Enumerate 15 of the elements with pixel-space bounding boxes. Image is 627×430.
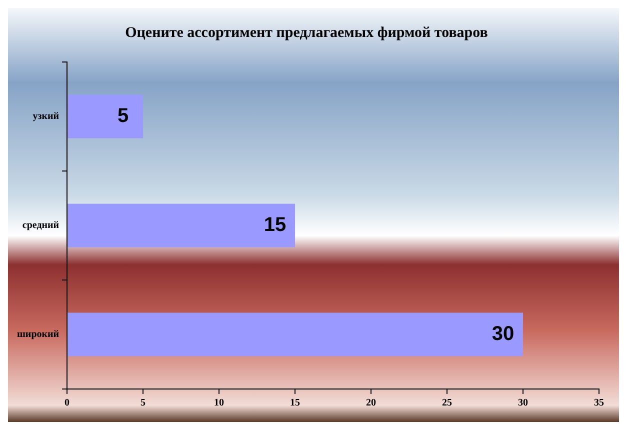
y-tick-label: широкий xyxy=(16,329,60,340)
x-tick-label: 35 xyxy=(594,398,604,409)
x-tick-label: 30 xyxy=(518,398,528,409)
x-tick-label: 25 xyxy=(442,398,452,409)
x-tick-label: 0 xyxy=(64,398,70,409)
x-tick-label: 10 xyxy=(214,398,224,409)
y-tick-label: средний xyxy=(22,220,60,232)
x-tick-label: 5 xyxy=(140,398,146,409)
data-label: 30 xyxy=(492,323,514,346)
data-label: 5 xyxy=(117,105,129,128)
y-tick-label: узкий xyxy=(32,111,60,122)
x-tick-label: 15 xyxy=(290,398,300,409)
chart-title: Оцените ассортимент предлагаемых фирмой товаров xyxy=(125,24,488,41)
data-label: 15 xyxy=(264,214,286,236)
x-tick-label: 20 xyxy=(366,398,376,409)
